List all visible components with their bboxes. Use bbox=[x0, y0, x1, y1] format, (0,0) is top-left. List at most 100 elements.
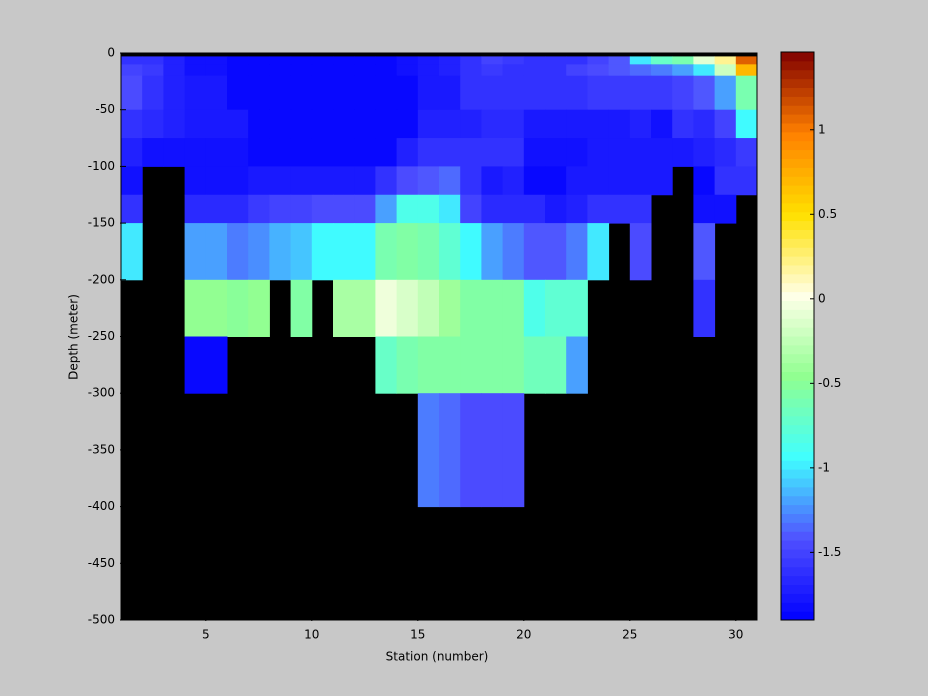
heatmap-cell bbox=[417, 279, 440, 337]
heatmap-cell bbox=[545, 194, 567, 224]
heatmap-cell bbox=[587, 75, 610, 111]
heatmap-cell bbox=[311, 56, 334, 65]
colorbar-cell bbox=[781, 185, 814, 195]
heatmap-cell bbox=[290, 75, 313, 111]
heatmap-cell bbox=[227, 75, 249, 111]
heatmap-cell bbox=[290, 194, 313, 224]
heatmap-cell bbox=[439, 393, 461, 508]
heatmap-cell bbox=[311, 138, 334, 167]
heatmap-cell bbox=[354, 138, 376, 167]
heatmap-cell bbox=[184, 223, 207, 281]
colorbar-cell bbox=[781, 584, 814, 594]
colorbar-cell bbox=[781, 194, 814, 204]
heatmap-cell bbox=[523, 56, 546, 65]
colorbar-cell bbox=[781, 273, 814, 284]
y-tick-label: -450 bbox=[88, 556, 115, 570]
heatmap-cell bbox=[396, 166, 419, 196]
heatmap-cell bbox=[693, 223, 716, 281]
heatmap-cell bbox=[417, 138, 440, 167]
heatmap-cell bbox=[205, 138, 228, 167]
y-tick-label: -500 bbox=[88, 613, 115, 627]
heatmap-cell bbox=[608, 56, 631, 65]
colorbar-cell bbox=[781, 229, 814, 239]
heatmap-cell bbox=[417, 393, 440, 508]
colorbar-cell bbox=[781, 611, 814, 621]
heatmap-cell bbox=[142, 56, 164, 65]
colorbar-cell bbox=[781, 451, 814, 461]
heatmap-cell bbox=[205, 75, 228, 111]
heatmap-cell bbox=[460, 279, 482, 337]
heatmap-cell bbox=[566, 138, 588, 167]
heatmap-cell bbox=[205, 223, 228, 281]
heatmap-cell bbox=[481, 393, 504, 508]
heatmap-cell bbox=[311, 194, 334, 224]
heatmap-cell bbox=[396, 194, 419, 224]
heatmap-cell bbox=[714, 166, 737, 196]
colorbar-cell bbox=[781, 557, 814, 568]
colorbar-cell bbox=[781, 114, 814, 124]
heatmap-cell bbox=[693, 138, 716, 167]
heatmap-cell bbox=[354, 64, 376, 77]
heatmap-cell bbox=[566, 279, 588, 337]
colorbar-cell bbox=[781, 327, 814, 337]
colorbar-tick-label: 0 bbox=[818, 291, 826, 305]
heatmap-cell bbox=[481, 109, 504, 139]
heatmap-cell bbox=[396, 279, 419, 337]
heatmap-cell bbox=[523, 138, 546, 167]
heatmap-cell bbox=[269, 56, 292, 65]
heatmap-cell bbox=[248, 279, 270, 337]
heatmap-cell bbox=[184, 166, 207, 196]
heatmap-cell bbox=[396, 75, 419, 111]
heatmap-cell bbox=[311, 75, 334, 111]
colorbar-cell bbox=[781, 549, 814, 559]
heatmap-cell bbox=[439, 166, 461, 196]
heatmap-cell bbox=[417, 64, 440, 77]
colorbar-cell bbox=[781, 300, 814, 310]
heatmap-cell bbox=[439, 223, 461, 281]
y-tick-label: -350 bbox=[88, 442, 115, 456]
y-tick-label: -300 bbox=[88, 386, 115, 400]
y-tick-label: -150 bbox=[88, 216, 115, 230]
heatmap-cell bbox=[290, 109, 313, 139]
heatmap-cell bbox=[439, 56, 461, 65]
heatmap-cell bbox=[566, 56, 588, 65]
heatmap-cell bbox=[417, 336, 440, 394]
colorbar-cell bbox=[781, 318, 814, 328]
colorbar-cell bbox=[781, 602, 814, 612]
heatmap-cell bbox=[184, 64, 207, 77]
heatmap-cell bbox=[481, 166, 504, 196]
heatmap-cell bbox=[502, 75, 525, 111]
heatmap-cell bbox=[227, 279, 249, 337]
heatmap-cell bbox=[205, 109, 228, 139]
colorbar-frame bbox=[780, 51, 815, 621]
heatmap-cell bbox=[460, 194, 482, 224]
heatmap-cell bbox=[290, 64, 313, 77]
colorbar-tick-label: -0.5 bbox=[818, 376, 841, 390]
colorbar-cell bbox=[781, 513, 814, 523]
heatmap-cell bbox=[651, 138, 673, 167]
colorbar-cell bbox=[781, 282, 814, 293]
heatmap-cell bbox=[439, 336, 461, 394]
colorbar-cell bbox=[781, 87, 814, 97]
heatmap-cell bbox=[311, 64, 334, 77]
colorbar-cell bbox=[781, 407, 814, 417]
heatmap-cell bbox=[481, 279, 504, 337]
heatmap-cell bbox=[121, 64, 143, 77]
heatmap-cell bbox=[523, 223, 546, 281]
heatmap-cell bbox=[523, 166, 546, 196]
heatmap-cell bbox=[396, 336, 419, 394]
heatmap-cell bbox=[481, 194, 504, 224]
heatmap-cell bbox=[290, 138, 313, 167]
heatmap-cell bbox=[248, 223, 270, 281]
heatmap-cell bbox=[205, 166, 228, 196]
heatmap-cell bbox=[375, 166, 398, 196]
heatmap-cell bbox=[502, 64, 525, 77]
heatmap-cell bbox=[629, 223, 652, 281]
heatmap-cell bbox=[523, 279, 546, 337]
heatmap-cell bbox=[735, 64, 758, 77]
x-tick-label: 10 bbox=[304, 628, 319, 642]
heatmap-cell bbox=[714, 56, 737, 65]
heatmap-cell bbox=[417, 223, 440, 281]
heatmap-cell bbox=[523, 194, 546, 224]
